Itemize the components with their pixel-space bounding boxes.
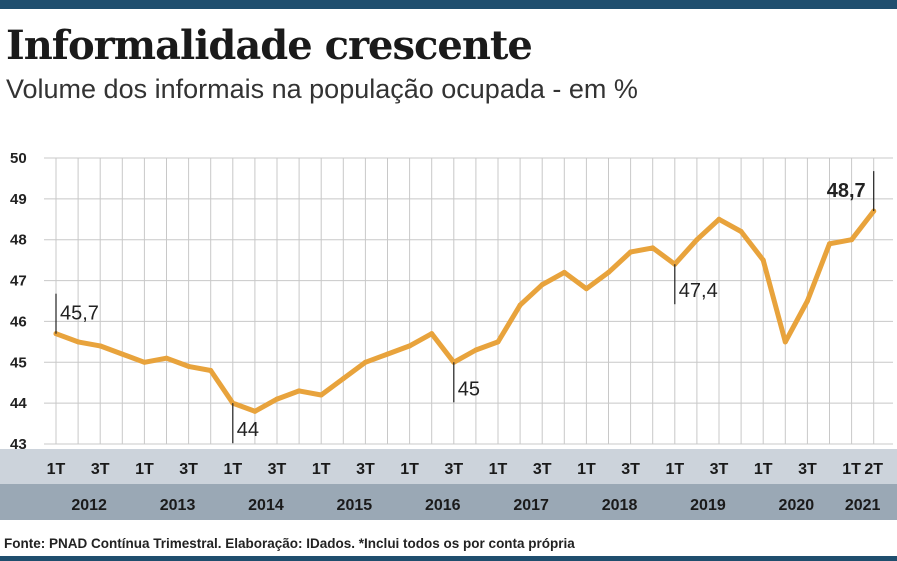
quarter-label: 1T: [842, 461, 861, 478]
year-label: 2013: [160, 497, 196, 514]
quarter-label: 1T: [135, 461, 154, 478]
data-point: [141, 359, 147, 365]
data-point: [694, 237, 700, 243]
year-label: 2014: [248, 497, 284, 514]
plot-background: [44, 158, 893, 444]
quarter-label: 1T: [665, 461, 684, 478]
chart-title: Informalidade crescente: [6, 22, 533, 69]
data-point: [429, 331, 435, 337]
y-tick-label: 50: [10, 150, 27, 167]
year-label: 2021: [845, 497, 881, 514]
data-point: [340, 376, 346, 382]
data-point: [606, 269, 611, 275]
annotation-label: 45,7: [60, 303, 99, 325]
data-point: [827, 241, 832, 247]
data-point: [119, 351, 125, 357]
data-point: [97, 343, 103, 349]
data-point: [716, 216, 722, 222]
data-point: [804, 298, 810, 304]
annotation-label: 44: [237, 419, 259, 441]
quarter-label: 1T: [312, 461, 331, 478]
quarter-label: 1T: [754, 461, 773, 478]
data-point: [407, 343, 413, 349]
quarter-label: 3T: [91, 461, 110, 478]
quarter-label: 3T: [444, 461, 463, 478]
quarter-label: 3T: [179, 461, 198, 478]
chart-subtitle: Volume dos informais na população ocupad…: [6, 74, 638, 104]
data-point: [782, 339, 788, 345]
data-point: [208, 367, 214, 373]
annotation-label: 47,4: [679, 280, 718, 302]
data-point: [53, 331, 59, 337]
y-tick-label: 48: [10, 232, 27, 249]
data-point: [539, 282, 545, 288]
quarter-label: 1T: [223, 461, 242, 478]
annotation-label: 45: [458, 378, 480, 400]
data-point: [517, 302, 523, 308]
year-label: 2012: [71, 497, 107, 514]
data-point: [849, 237, 855, 243]
quarter-label: 1T: [489, 461, 508, 478]
value-annotations: 45,7 44 45 47,4 48,7: [55, 171, 875, 444]
data-point: [495, 339, 501, 345]
quarter-band: [0, 449, 897, 484]
quarter-label: 3T: [710, 461, 729, 478]
data-point: [318, 392, 324, 398]
top-accent-bar: [0, 0, 897, 9]
quarter-label: 3T: [621, 461, 640, 478]
data-point: [650, 245, 656, 251]
y-tick-label: 46: [10, 313, 27, 330]
data-point: [561, 269, 567, 275]
quarter-label: 2T: [864, 461, 883, 478]
data-series: [53, 208, 877, 414]
year-label: 2020: [779, 497, 815, 514]
data-point: [583, 286, 589, 292]
chart-grid: [44, 157, 893, 445]
data-point: [385, 351, 390, 357]
data-point: [738, 229, 744, 235]
quarter-label: 3T: [356, 461, 375, 478]
y-tick-label: 45: [10, 354, 27, 371]
data-point: [760, 257, 766, 263]
year-label: 2015: [337, 497, 373, 514]
y-axis-ticks: 43 44 45 46 47 48 49 50: [10, 150, 27, 453]
year-axis: 2012 2013 2014 2015 2016 2017 2018 2019 2020 2021: [0, 484, 897, 520]
series-line: [53, 208, 877, 414]
y-tick-label: 49: [10, 191, 27, 208]
year-label: 2017: [513, 497, 549, 514]
quarter-label: 1T: [400, 461, 419, 478]
data-point: [296, 388, 302, 394]
quarter-label: 1T: [47, 461, 66, 478]
quarter-label: 3T: [533, 461, 552, 478]
data-point: [274, 396, 280, 402]
data-point: [362, 359, 368, 365]
quarter-label: 1T: [577, 461, 596, 478]
y-tick-label: 44: [10, 395, 27, 412]
data-point: [252, 408, 258, 414]
data-point: [628, 249, 634, 255]
data-point: [186, 363, 192, 369]
data-point: [451, 359, 457, 365]
bottom-accent-bar: [0, 556, 897, 561]
year-band: [0, 484, 897, 520]
y-tick-label: 43: [10, 436, 27, 453]
year-label: 2019: [690, 497, 726, 514]
annotation-label: 48,7: [827, 180, 866, 202]
quarter-label: 3T: [798, 461, 817, 478]
data-point: [164, 355, 169, 361]
year-label: 2018: [602, 497, 638, 514]
informality-line-chart: 43 44 45 46 47 48 49 50 45,7 44 45 47,4 48,7 1T 3T 1T…: [0, 150, 897, 520]
y-tick-label: 47: [10, 273, 27, 290]
quarter-axis: 1T 3T 1T 3T 1T 3T 1T 3T 1T 3T 1T 3T 1T 3T 1T 3T 1T 3T 1T 2T: [0, 449, 897, 484]
data-point: [75, 339, 81, 345]
year-label: 2016: [425, 497, 461, 514]
source-note: Fonte: PNAD Contínua Trimestral. Elabora…: [4, 536, 575, 551]
quarter-label: 3T: [268, 461, 287, 478]
data-point: [473, 347, 479, 353]
